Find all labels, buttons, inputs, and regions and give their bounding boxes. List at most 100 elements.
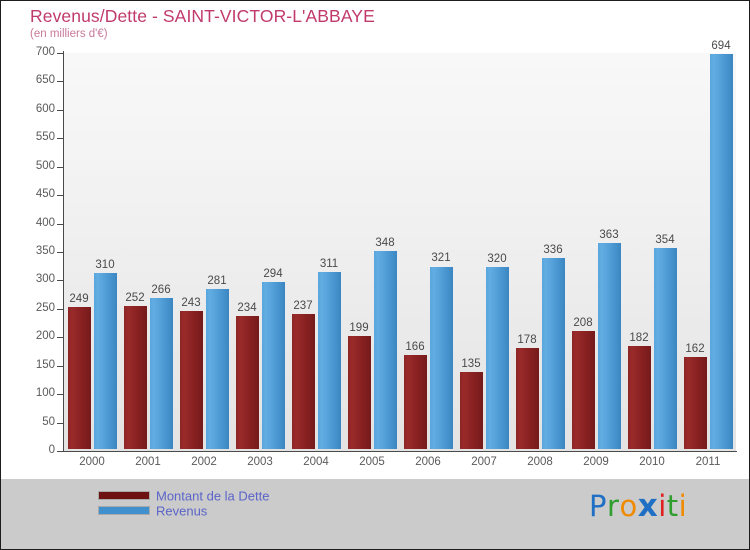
- bar-dette-2001[interactable]: [123, 305, 147, 449]
- y-axis-label: 500: [35, 159, 55, 172]
- bar-revenus-2009[interactable]: [597, 242, 621, 449]
- bar-value-label: 249: [69, 293, 89, 306]
- bar-value-label: 135: [461, 358, 481, 371]
- legend-swatch-revenus: [98, 506, 150, 516]
- y-axis-tick: [57, 365, 64, 367]
- title-block: Revenus/Dette - SAINT-VICTOR-L'ABBAYE (e…: [1, 1, 749, 47]
- bar-revenus-2004[interactable]: [317, 272, 341, 449]
- bar-value-label: 321: [431, 252, 451, 265]
- x-axis-label: 2007: [471, 456, 497, 468]
- y-axis-label: 300: [35, 273, 55, 286]
- chart-legend: Montant de la Dette Revenus: [98, 487, 269, 519]
- bar-value-label: 281: [207, 275, 227, 288]
- y-axis-label: 0: [48, 444, 55, 456]
- bar-dette-2000[interactable]: [67, 307, 91, 449]
- bar-value-label: 363: [599, 228, 619, 241]
- y-axis-tick: [57, 451, 64, 452]
- y-axis-label: 650: [35, 74, 55, 87]
- x-axis-line: [63, 451, 737, 452]
- x-axis-label: 2004: [303, 456, 329, 468]
- x-axis-label: 2005: [359, 456, 385, 468]
- bar-value-label: 348: [375, 237, 395, 250]
- y-axis-label: 100: [35, 387, 55, 400]
- bar-value-label: 320: [487, 253, 507, 266]
- x-axis-label: 2009: [583, 456, 609, 468]
- x-axis-label: 2000: [79, 456, 105, 468]
- bar-revenus-2000[interactable]: [93, 272, 117, 449]
- legend-label-revenus: Revenus: [156, 503, 208, 519]
- y-axis-tick: [57, 422, 64, 424]
- bar-revenus-2003[interactable]: [261, 281, 285, 449]
- bar-dette-2002[interactable]: [179, 310, 203, 449]
- bar-value-label: 310: [95, 258, 115, 271]
- bar-dette-2008[interactable]: [515, 347, 539, 449]
- bar-revenus-2008[interactable]: [541, 257, 565, 449]
- bar-dette-2006[interactable]: [403, 354, 427, 449]
- bar-value-label: 208: [573, 316, 593, 329]
- bar-value-label: 166: [405, 340, 425, 353]
- y-axis-tick: [57, 81, 64, 83]
- legend-swatch-dette: [98, 491, 150, 501]
- bar-value-label: 266: [151, 283, 171, 296]
- bar-dette-2009[interactable]: [571, 330, 595, 449]
- bar-revenus-2001[interactable]: [149, 297, 173, 449]
- bar-value-label: 199: [349, 321, 369, 334]
- y-axis-tick: [57, 252, 64, 253]
- bar-value-label: 294: [263, 267, 283, 280]
- bar-dette-2011[interactable]: [683, 356, 707, 449]
- bar-value-label: 354: [655, 233, 675, 246]
- y-axis-tick: [57, 195, 64, 197]
- page-title: Revenus/Dette - SAINT-VICTOR-L'ABBAYE: [30, 6, 375, 26]
- bar-revenus-2002[interactable]: [205, 289, 229, 449]
- x-axis-label: 2001: [135, 456, 161, 468]
- y-axis-label: 50: [42, 415, 55, 428]
- y-axis-tick: [57, 337, 64, 339]
- bar-dette-2004[interactable]: [291, 314, 315, 449]
- y-axis-label: 150: [35, 358, 55, 371]
- bar-value-label: 178: [517, 333, 537, 346]
- x-axis-label: 2010: [639, 456, 665, 468]
- y-axis-label: 550: [35, 131, 55, 144]
- x-axis-label: 2011: [695, 456, 721, 468]
- y-axis-tick: [57, 223, 64, 225]
- bar-dette-2007[interactable]: [459, 372, 483, 449]
- y-axis-label: 350: [35, 245, 55, 257]
- y-axis-tick: [57, 138, 64, 140]
- bar-value-label: 237: [293, 300, 313, 313]
- bar-revenus-2011[interactable]: [709, 54, 733, 449]
- legend-item[interactable]: Montant de la Dette: [98, 487, 269, 503]
- chart-subtitle: (en milliers d'€): [30, 28, 108, 40]
- bar-value-label: 182: [629, 331, 649, 344]
- y-axis-label: 450: [35, 188, 55, 201]
- bar-dette-2003[interactable]: [235, 315, 259, 449]
- bar-revenus-2007[interactable]: [485, 267, 509, 449]
- bar-value-label: 694: [711, 40, 731, 53]
- x-axis-label: 2003: [247, 456, 273, 468]
- x-axis-label: 2008: [527, 456, 553, 468]
- bar-revenus-2006[interactable]: [429, 266, 453, 449]
- y-axis-label: 400: [35, 216, 55, 229]
- logo-letter-3: x: [637, 488, 659, 524]
- logo-letter-5: t: [666, 489, 679, 523]
- bar-dette-2010[interactable]: [627, 345, 651, 449]
- legend-item[interactable]: Revenus: [98, 502, 269, 519]
- proxiti-logo[interactable]: Proxiti: [589, 488, 687, 524]
- bar-value-label: 243: [181, 296, 201, 309]
- x-axis-label: 2006: [415, 456, 441, 468]
- bar-dette-2005[interactable]: [347, 335, 371, 449]
- y-axis-line: [63, 51, 64, 452]
- y-axis-tick: [57, 53, 64, 54]
- bar-revenus-2010[interactable]: [653, 247, 677, 449]
- logo-letter-4: i: [658, 489, 667, 523]
- bar-revenus-2005[interactable]: [373, 251, 397, 449]
- logo-letter-1: r: [607, 489, 620, 523]
- plot-area: [64, 53, 736, 451]
- y-axis-tick: [57, 109, 64, 111]
- y-axis-tick: [57, 280, 64, 282]
- bar-value-label: 252: [125, 291, 145, 304]
- bar-value-label: 162: [685, 342, 705, 355]
- bar-value-label: 336: [543, 243, 563, 256]
- bar-value-label: 234: [237, 301, 257, 314]
- bar-value-label: 311: [319, 258, 339, 271]
- logo-letter-6: i: [678, 489, 688, 523]
